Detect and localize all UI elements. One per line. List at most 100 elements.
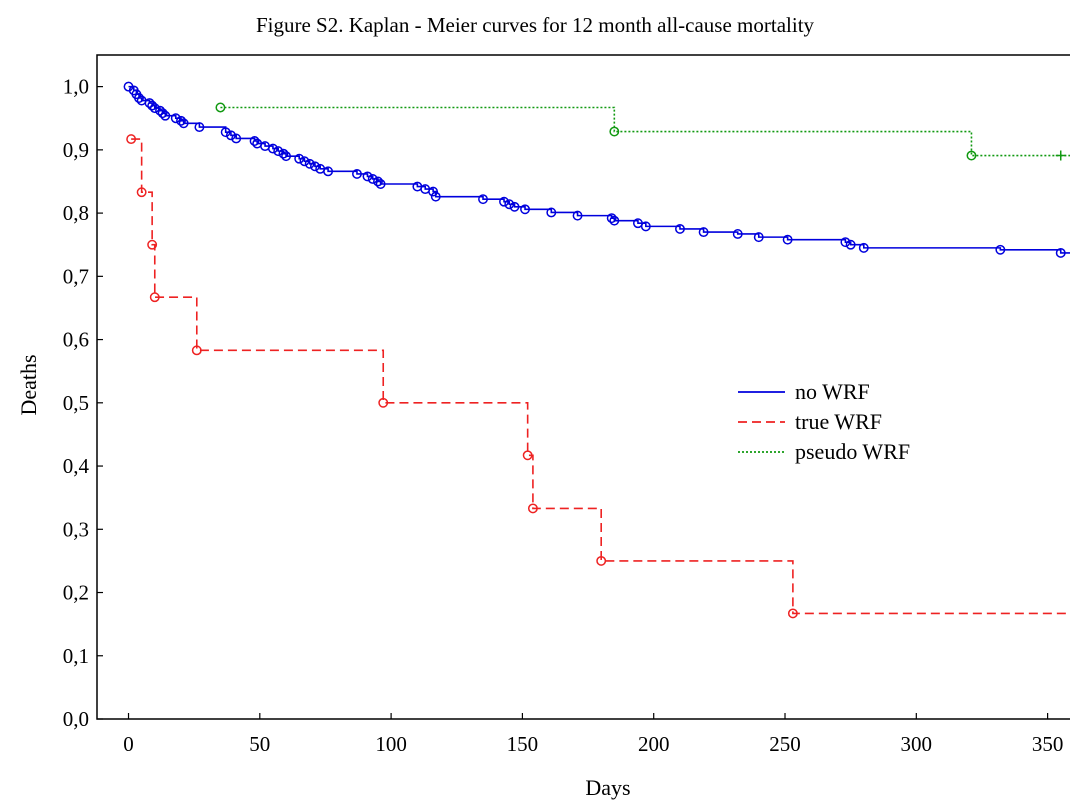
x-tick-label: 0 — [123, 732, 134, 756]
data-point — [1055, 247, 1066, 258]
data-point — [732, 229, 743, 239]
x-tick-label: 250 — [769, 732, 801, 756]
data-point — [149, 103, 160, 114]
x-tick-label: 50 — [249, 732, 270, 756]
x-tick-label: 350 — [1032, 732, 1064, 756]
data-point — [191, 345, 202, 356]
data-point — [753, 232, 764, 243]
data-point — [178, 118, 189, 129]
censor-plus-marker — [1055, 150, 1066, 161]
data-point — [675, 223, 685, 234]
y-tick-label: 0,0 — [63, 707, 89, 731]
data-point — [157, 108, 168, 119]
data-point — [509, 201, 520, 212]
data-point — [278, 148, 289, 159]
data-point — [373, 176, 383, 187]
x-tick-label: 100 — [375, 732, 407, 756]
series-line — [220, 106, 1070, 157]
data-point — [134, 93, 144, 103]
x-tick-label: 300 — [901, 732, 933, 756]
data-point — [267, 143, 278, 154]
data-point — [840, 237, 851, 248]
x-axis: 0 50 100 150 200 250 300 350 — [123, 713, 1063, 756]
data-point — [504, 199, 515, 210]
data-point — [299, 156, 310, 167]
data-point — [375, 179, 386, 189]
legend-item: true WRF — [738, 409, 882, 434]
series-0 — [123, 81, 1070, 258]
data-point — [170, 113, 181, 124]
data-point — [428, 186, 439, 197]
data-point — [220, 127, 231, 138]
y-tick-label: 0,1 — [63, 644, 89, 668]
series-line — [131, 138, 1070, 615]
data-point — [609, 126, 620, 137]
data-point — [352, 168, 362, 179]
data-point — [367, 173, 378, 184]
x-axis-label: Days — [585, 775, 630, 800]
data-point — [499, 196, 509, 207]
data-point — [596, 555, 607, 566]
series-layer — [123, 81, 1070, 619]
series-2 — [215, 102, 1070, 161]
data-point — [273, 146, 284, 157]
y-tick-label: 0,7 — [63, 264, 89, 288]
y-tick-label: 0,4 — [63, 454, 90, 478]
data-point — [249, 136, 260, 146]
data-point — [609, 215, 620, 226]
data-point — [323, 166, 334, 177]
x-tick-label: 200 — [638, 732, 670, 756]
data-point — [478, 194, 488, 205]
data-point — [522, 450, 533, 461]
chart-title: Figure S2. Kaplan - Meier curves for 12 … — [256, 13, 815, 37]
data-point — [546, 207, 557, 218]
data-point — [304, 158, 315, 169]
data-point — [640, 221, 651, 232]
data-point — [527, 503, 538, 514]
legend-item: pseudo WRF — [738, 439, 910, 464]
legend-item: no WRF — [738, 379, 870, 404]
data-point — [310, 161, 320, 172]
data-point — [281, 151, 292, 162]
data-point — [147, 100, 158, 111]
data-point — [520, 204, 530, 215]
data-point — [966, 150, 977, 161]
series-1 — [126, 134, 1070, 619]
data-point — [231, 133, 242, 144]
x-tick-label: 150 — [507, 732, 539, 756]
data-point — [787, 608, 798, 619]
data-point — [995, 244, 1006, 255]
data-point — [782, 234, 793, 245]
y-tick-label: 0,8 — [63, 201, 89, 225]
legend-label: pseudo WRF — [795, 439, 910, 464]
y-tick-label: 1,0 — [63, 75, 89, 99]
legend-label: no WRF — [795, 379, 870, 404]
data-point — [126, 134, 137, 145]
y-axis-label: Deaths — [16, 354, 41, 415]
y-tick-label: 0,9 — [63, 138, 89, 162]
data-point — [378, 397, 389, 408]
data-point — [858, 242, 869, 253]
y-tick-label: 0,3 — [63, 517, 89, 541]
data-point — [225, 130, 236, 141]
data-point — [136, 187, 147, 198]
data-point — [149, 292, 160, 303]
data-point — [606, 213, 617, 224]
legend: no WRF true WRF pseudo WRF — [738, 379, 910, 464]
data-point — [572, 210, 583, 221]
data-point — [194, 122, 205, 133]
data-point — [144, 98, 155, 109]
y-axis: 0,0 0,1 0,2 0,3 0,4 0,5 0,6 0,7 0,8 0,9 1,0 — [63, 75, 103, 731]
y-tick-label: 0,2 — [63, 581, 89, 605]
data-point — [362, 171, 373, 182]
y-tick-label: 0,5 — [63, 391, 89, 415]
legend-label: true WRF — [795, 409, 882, 434]
series-line — [128, 85, 1070, 254]
data-point — [155, 105, 165, 116]
data-point — [160, 110, 171, 121]
data-point — [176, 115, 186, 126]
data-point — [845, 239, 856, 250]
y-tick-label: 0,6 — [63, 328, 89, 352]
data-point — [430, 191, 441, 202]
